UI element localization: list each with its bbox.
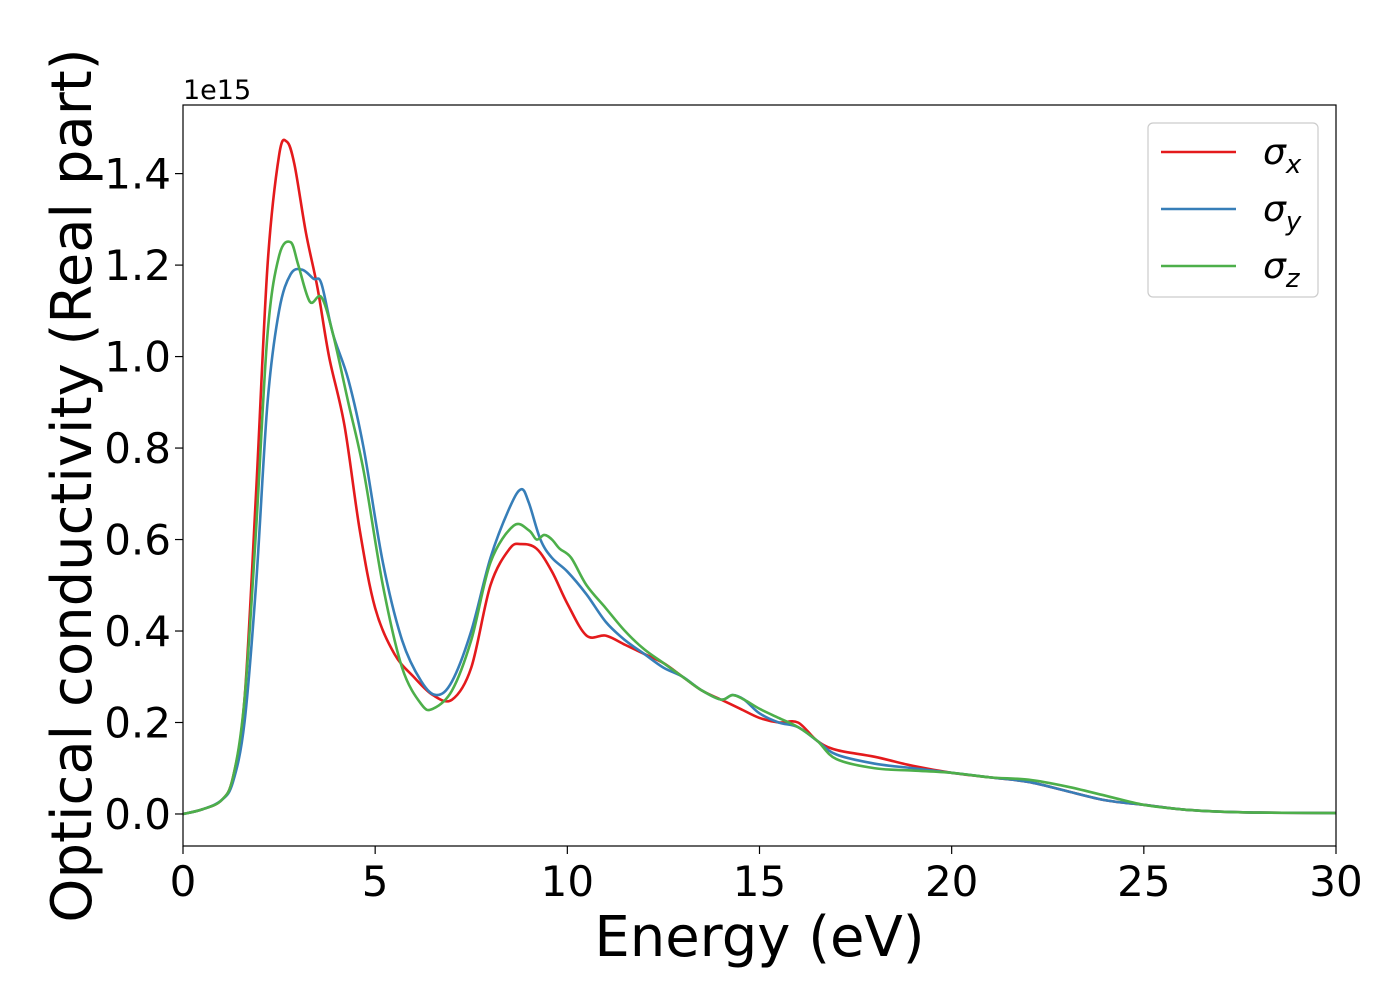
x-axis-ticks: 0 5 10 15 20 25 30 <box>170 846 1363 906</box>
y-tick-label: 1.2 <box>104 241 171 290</box>
legend: σx σy σz <box>1147 122 1319 298</box>
y-axis-label: Optical conductivity (Real part) <box>40 48 105 922</box>
legend-label-y: σy <box>1263 189 1302 237</box>
y-tick-label: 0.4 <box>104 607 171 656</box>
series-lines <box>183 138 1336 816</box>
legend-label-z: σz <box>1263 246 1301 294</box>
y-tick-label: 0.8 <box>104 424 171 473</box>
x-tick-label: 15 <box>733 857 786 906</box>
y-axis-ticks: 0.0 0.2 0.4 0.6 0.8 1.0 1.2 1.4 <box>104 150 183 839</box>
x-tick-label: 30 <box>1309 857 1362 906</box>
y-tick-label: 0.0 <box>104 790 171 839</box>
y-tick-label: 0.6 <box>104 516 171 565</box>
series-line-z <box>183 240 1336 816</box>
x-tick-label: 0 <box>170 857 197 906</box>
y-tick-label: 1.4 <box>104 150 171 199</box>
legend-label-x: σx <box>1263 132 1302 180</box>
y-axis-offset-label: 1e15 <box>183 75 251 106</box>
x-tick-label: 20 <box>925 857 978 906</box>
x-axis-label: Energy (eV) <box>594 905 924 970</box>
x-tick-label: 25 <box>1117 857 1170 906</box>
y-tick-label: 1.0 <box>104 333 171 382</box>
y-tick-label: 0.2 <box>104 699 171 748</box>
x-tick-label: 10 <box>541 857 594 906</box>
x-tick-label: 5 <box>362 857 389 906</box>
